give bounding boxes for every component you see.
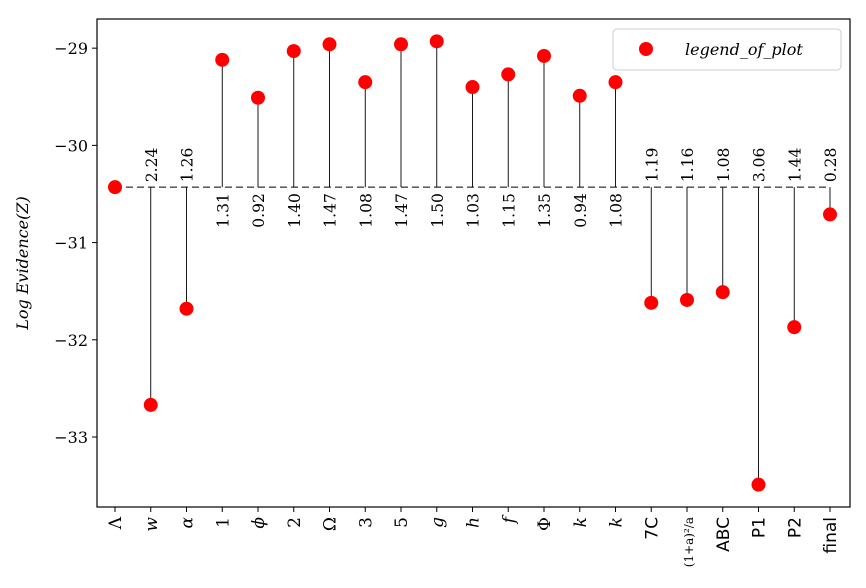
data-labels-layer: 2.24 1.26 1.31 0.92 1.40 1.47 1.08 1.47 1.50 1.03…: [143, 148, 840, 228]
x-tick-label: Φ: [535, 517, 555, 531]
data-point: [680, 292, 694, 307]
x-tick-label: P2: [785, 517, 805, 538]
y-tick-label: −30: [54, 136, 88, 155]
data-label: 1.03: [465, 193, 483, 228]
x-tick-label: P1: [750, 517, 770, 538]
x-tick-label: 2: [285, 517, 305, 528]
data-label: 1.31: [214, 193, 232, 228]
x-tick-label: Ω: [321, 517, 341, 531]
legend-box: [612, 28, 842, 71]
y-axis-label: Log Evidence(Z): [13, 196, 32, 330]
stems-layer: [150, 41, 831, 485]
x-tick-label: g: [428, 517, 448, 528]
y-tick-label: −29: [54, 39, 88, 58]
x-tick-label: h: [464, 517, 484, 528]
y-tick-label: −31: [54, 234, 88, 253]
y-tick-label: −33: [54, 428, 88, 447]
x-tick-label: (1+a)²/a: [682, 517, 696, 567]
data-point: [715, 285, 730, 300]
data-label: 1.08: [357, 193, 375, 228]
data-label: 0.28: [822, 148, 840, 183]
data-point: [429, 34, 444, 49]
data-point: [179, 301, 194, 316]
legend: legend_of_plot: [612, 28, 842, 71]
data-point: [215, 52, 230, 67]
data-label: 1.35: [536, 193, 554, 228]
x-tick-label: 3: [356, 517, 376, 528]
data-label: 3.06: [751, 148, 769, 183]
data-point: [251, 90, 265, 105]
data-point: [358, 75, 373, 90]
data-label: 1.44: [786, 148, 804, 183]
x-tick-label: 1: [213, 517, 233, 528]
data-point: [644, 295, 659, 310]
data-label: 1.26: [179, 148, 197, 183]
data-point: [572, 88, 587, 103]
data-point: [787, 320, 802, 335]
y-axis: −29 −30 −31 −32 −33: [54, 39, 97, 447]
data-label: 0.94: [572, 193, 590, 228]
x-tick-label: final: [821, 517, 841, 554]
data-label: 1.47: [393, 193, 411, 228]
data-point: [537, 48, 551, 63]
data-point: [465, 80, 480, 95]
data-label: 1.50: [429, 193, 447, 228]
data-label: 2.24: [143, 148, 161, 183]
data-label: 1.47: [322, 193, 340, 228]
legend-label: legend_of_plot: [685, 40, 803, 59]
data-label: 1.19: [643, 148, 661, 183]
data-point: [823, 207, 837, 222]
x-tick-label: k: [571, 517, 591, 527]
data-label: 1.40: [286, 193, 304, 228]
legend-marker: [639, 42, 653, 56]
data-label: 1.16: [679, 148, 697, 183]
data-label: 0.92: [250, 193, 268, 228]
data-point: [286, 44, 301, 59]
data-point: [394, 37, 408, 52]
data-point: [608, 75, 623, 90]
data-point: [501, 67, 516, 82]
x-tick-label: w: [142, 517, 162, 532]
data-label: 1.08: [715, 148, 733, 183]
data-point: [143, 397, 158, 412]
x-tick-label: f: [499, 514, 519, 525]
x-tick-label: ABC: [714, 517, 734, 552]
data-point: [108, 180, 122, 195]
points-layer: [108, 34, 837, 492]
plot-frame: [96, 18, 851, 508]
data-point: [751, 477, 766, 492]
x-tick-label: 7C: [642, 517, 662, 540]
x-tick-label: α: [178, 516, 198, 528]
data-point: [322, 37, 337, 52]
x-tick-label: Λ: [106, 516, 126, 530]
data-label: 1.08: [608, 193, 626, 228]
y-tick-label: −32: [54, 331, 88, 350]
x-tick-label: k: [607, 517, 627, 527]
x-tick-label: 5: [392, 517, 412, 528]
data-label: 1.15: [500, 193, 518, 228]
x-tick-label: ϕ: [249, 517, 269, 529]
